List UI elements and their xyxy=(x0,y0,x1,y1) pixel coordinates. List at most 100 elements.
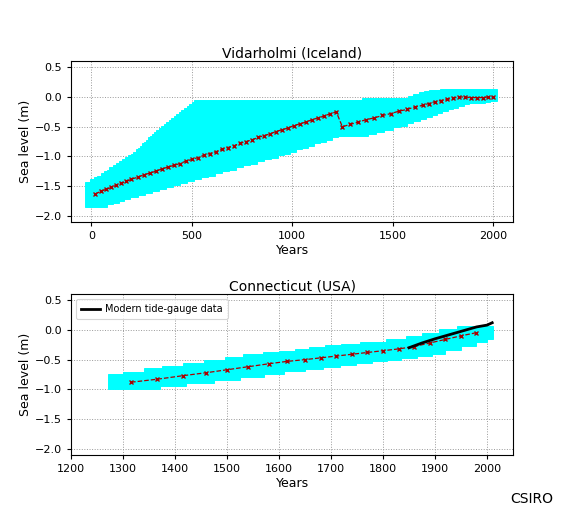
FancyBboxPatch shape xyxy=(95,177,120,203)
FancyBboxPatch shape xyxy=(445,89,474,103)
X-axis label: Years: Years xyxy=(275,477,309,490)
FancyBboxPatch shape xyxy=(169,120,314,146)
FancyBboxPatch shape xyxy=(429,90,458,108)
FancyBboxPatch shape xyxy=(184,108,351,134)
Y-axis label: Sea level (m): Sea level (m) xyxy=(19,100,32,183)
FancyBboxPatch shape xyxy=(189,104,363,130)
FancyBboxPatch shape xyxy=(331,108,400,127)
FancyBboxPatch shape xyxy=(457,327,493,339)
FancyBboxPatch shape xyxy=(133,152,208,177)
FancyBboxPatch shape xyxy=(355,100,426,119)
FancyBboxPatch shape xyxy=(166,122,308,148)
FancyBboxPatch shape xyxy=(161,126,296,152)
FancyBboxPatch shape xyxy=(152,134,271,159)
FancyBboxPatch shape xyxy=(204,360,284,374)
FancyBboxPatch shape xyxy=(113,166,158,191)
FancyBboxPatch shape xyxy=(325,345,401,360)
FancyBboxPatch shape xyxy=(343,104,413,123)
FancyBboxPatch shape xyxy=(145,140,250,166)
FancyBboxPatch shape xyxy=(194,100,372,126)
FancyBboxPatch shape xyxy=(86,182,107,207)
FancyBboxPatch shape xyxy=(101,173,131,199)
Modern tide-gauge data xyxy=(463,327,470,333)
FancyBboxPatch shape xyxy=(279,351,356,365)
FancyBboxPatch shape xyxy=(137,148,222,173)
FancyBboxPatch shape xyxy=(108,375,160,389)
FancyBboxPatch shape xyxy=(225,357,305,371)
FancyBboxPatch shape xyxy=(174,116,326,142)
FancyBboxPatch shape xyxy=(116,163,166,189)
FancyBboxPatch shape xyxy=(386,339,445,354)
Legend: Modern tide-gauge data: Modern tide-gauge data xyxy=(76,299,228,319)
FancyBboxPatch shape xyxy=(162,365,240,380)
FancyBboxPatch shape xyxy=(156,130,284,155)
FancyBboxPatch shape xyxy=(164,124,302,149)
FancyBboxPatch shape xyxy=(295,349,372,363)
FancyBboxPatch shape xyxy=(461,89,490,102)
FancyBboxPatch shape xyxy=(187,106,356,131)
FancyBboxPatch shape xyxy=(97,175,124,201)
FancyBboxPatch shape xyxy=(243,354,323,368)
FancyBboxPatch shape xyxy=(362,98,432,117)
FancyBboxPatch shape xyxy=(337,106,406,126)
FancyBboxPatch shape xyxy=(144,368,214,383)
Modern tide-gauge data xyxy=(431,336,438,342)
FancyBboxPatch shape xyxy=(153,131,278,158)
FancyBboxPatch shape xyxy=(109,167,152,193)
FancyBboxPatch shape xyxy=(123,159,180,185)
FancyBboxPatch shape xyxy=(456,89,485,103)
FancyBboxPatch shape xyxy=(310,347,387,361)
FancyBboxPatch shape xyxy=(451,89,480,103)
FancyBboxPatch shape xyxy=(170,118,320,144)
FancyBboxPatch shape xyxy=(418,92,448,111)
Modern tide-gauge data xyxy=(483,322,490,328)
FancyBboxPatch shape xyxy=(128,155,194,181)
FancyBboxPatch shape xyxy=(132,153,201,179)
FancyBboxPatch shape xyxy=(422,333,475,346)
FancyBboxPatch shape xyxy=(181,110,344,136)
Line: Modern tide-gauge data: Modern tide-gauge data xyxy=(409,323,492,347)
Y-axis label: Sea level (m): Sea level (m) xyxy=(19,333,32,416)
Modern tide-gauge data xyxy=(406,344,413,351)
Modern tide-gauge data xyxy=(489,320,496,326)
FancyBboxPatch shape xyxy=(192,102,367,128)
FancyBboxPatch shape xyxy=(158,128,290,153)
FancyBboxPatch shape xyxy=(107,170,145,195)
FancyBboxPatch shape xyxy=(314,115,376,134)
FancyBboxPatch shape xyxy=(144,142,243,167)
X-axis label: Years: Years xyxy=(275,244,309,257)
FancyBboxPatch shape xyxy=(341,343,417,358)
FancyBboxPatch shape xyxy=(440,89,469,104)
FancyBboxPatch shape xyxy=(469,89,497,101)
FancyBboxPatch shape xyxy=(435,90,464,106)
FancyBboxPatch shape xyxy=(140,146,229,171)
FancyBboxPatch shape xyxy=(310,118,368,136)
FancyBboxPatch shape xyxy=(178,112,339,137)
FancyBboxPatch shape xyxy=(424,91,453,109)
FancyBboxPatch shape xyxy=(90,179,113,204)
FancyBboxPatch shape xyxy=(465,90,494,101)
FancyBboxPatch shape xyxy=(120,161,173,188)
FancyBboxPatch shape xyxy=(183,363,263,377)
FancyBboxPatch shape xyxy=(439,329,487,342)
FancyBboxPatch shape xyxy=(123,371,186,386)
FancyBboxPatch shape xyxy=(263,353,340,367)
Title: Vidarholmi (Iceland): Vidarholmi (Iceland) xyxy=(222,46,362,60)
FancyBboxPatch shape xyxy=(408,96,437,115)
Title: Connecticut (USA): Connecticut (USA) xyxy=(229,279,356,293)
Modern tide-gauge data xyxy=(418,340,425,346)
FancyBboxPatch shape xyxy=(125,157,187,183)
Text: CSIRO: CSIRO xyxy=(510,492,553,506)
FancyBboxPatch shape xyxy=(149,136,264,161)
FancyBboxPatch shape xyxy=(360,342,433,356)
FancyBboxPatch shape xyxy=(136,149,215,175)
FancyBboxPatch shape xyxy=(141,144,236,170)
FancyBboxPatch shape xyxy=(349,102,420,122)
Modern tide-gauge data xyxy=(453,330,459,336)
Modern tide-gauge data xyxy=(442,333,449,339)
FancyBboxPatch shape xyxy=(406,336,461,350)
FancyBboxPatch shape xyxy=(148,137,257,164)
Modern tide-gauge data xyxy=(473,324,480,330)
FancyBboxPatch shape xyxy=(104,171,137,197)
FancyBboxPatch shape xyxy=(325,110,393,130)
